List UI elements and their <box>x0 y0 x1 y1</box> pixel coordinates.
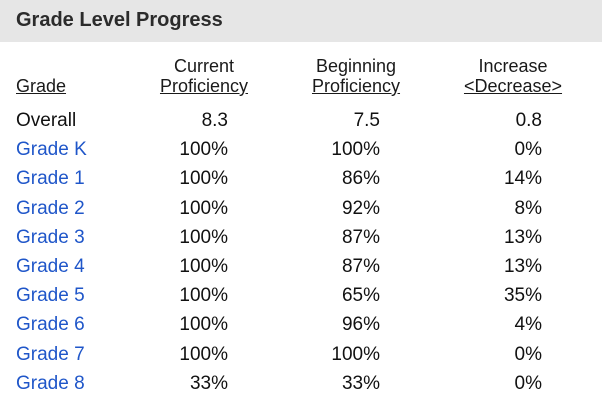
beginning-proficiency-cell: 87% <box>341 255 380 277</box>
increase-cell: 0% <box>514 139 542 161</box>
column-header-current-line2: Proficiency <box>159 76 249 96</box>
increase-cell: 35% <box>503 285 542 307</box>
grade-table-body: Overall 8.3 7.5 0.8 Grade K 100% 100% 0%… <box>0 106 602 398</box>
table-row: Grade 3 100% 87% 13% <box>0 223 602 252</box>
beginning-proficiency-cell: 86% <box>341 168 380 190</box>
current-proficiency-cell: 100% <box>179 343 228 365</box>
current-proficiency-cell: 100% <box>179 255 228 277</box>
current-proficiency-cell: 33% <box>189 372 228 394</box>
column-header-grade: Grade <box>16 76 66 96</box>
increase-cell: 13% <box>503 255 542 277</box>
grade-link-8[interactable]: Grade 8 <box>16 372 85 394</box>
table-row: Grade 2 100% 92% 8% <box>0 194 602 223</box>
column-header-beginning-proficiency: Beginning Proficiency <box>300 56 412 96</box>
grade-link-7[interactable]: Grade 7 <box>16 343 85 365</box>
grade-link-6[interactable]: Grade 6 <box>16 314 85 336</box>
grade-link-5[interactable]: Grade 5 <box>16 285 85 307</box>
increase-cell: 0% <box>514 372 542 394</box>
current-proficiency-cell: 8.3 <box>201 110 228 131</box>
table-row: Grade 4 100% 87% 13% <box>0 252 602 281</box>
column-header-beginning-line2: Proficiency <box>311 76 401 96</box>
current-proficiency-cell: 100% <box>179 226 228 248</box>
column-header-increase-line2: <Decrease> <box>463 76 563 96</box>
increase-cell: 14% <box>503 168 542 190</box>
column-header-increase-line1: Increase <box>478 56 548 76</box>
beginning-proficiency-cell: 7.5 <box>353 110 380 131</box>
column-header-beginning-line1: Beginning <box>315 56 397 76</box>
grade-link-k[interactable]: Grade K <box>16 139 87 161</box>
table-row-overall: Overall 8.3 7.5 0.8 <box>0 106 602 135</box>
table-row: Grade 8 33% 33% 0% <box>0 369 602 398</box>
increase-cell: 0% <box>514 343 542 365</box>
current-proficiency-cell: 100% <box>179 139 228 161</box>
beginning-proficiency-cell: 33% <box>341 372 380 394</box>
increase-cell: 0.8 <box>515 110 542 131</box>
grade-link-3[interactable]: Grade 3 <box>16 226 85 248</box>
beginning-proficiency-cell: 100% <box>331 343 380 365</box>
table-row: Grade 6 100% 96% 4% <box>0 310 602 339</box>
current-proficiency-cell: 100% <box>179 197 228 219</box>
beginning-proficiency-cell: 96% <box>341 314 380 336</box>
current-proficiency-cell: 100% <box>179 168 228 190</box>
grade-link-2[interactable]: Grade 2 <box>16 197 85 219</box>
beginning-proficiency-cell: 87% <box>341 226 380 248</box>
current-proficiency-cell: 100% <box>179 314 228 336</box>
column-header-increase-decrease: Increase <Decrease> <box>450 56 576 96</box>
current-proficiency-cell: 100% <box>179 285 228 307</box>
increase-cell: 4% <box>514 314 542 336</box>
column-header-current-line1: Current <box>173 56 235 76</box>
table-row: Grade K 100% 100% 0% <box>0 135 602 164</box>
grade-link-1[interactable]: Grade 1 <box>16 168 85 190</box>
increase-cell: 8% <box>514 197 542 219</box>
beginning-proficiency-cell: 65% <box>341 285 380 307</box>
table-row: Grade 7 100% 100% 0% <box>0 340 602 369</box>
panel-title: Grade Level Progress <box>0 0 602 42</box>
increase-cell: 13% <box>503 226 542 248</box>
grade-cell-overall: Overall <box>16 110 77 131</box>
table-row: Grade 5 100% 65% 35% <box>0 281 602 310</box>
beginning-proficiency-cell: 92% <box>341 197 380 219</box>
column-header-grade-label: Grade <box>16 76 67 96</box>
column-header-current-proficiency: Current Proficiency <box>148 56 260 96</box>
beginning-proficiency-cell: 100% <box>331 139 380 161</box>
table-row: Grade 1 100% 86% 14% <box>0 164 602 193</box>
grade-link-4[interactable]: Grade 4 <box>16 255 85 277</box>
